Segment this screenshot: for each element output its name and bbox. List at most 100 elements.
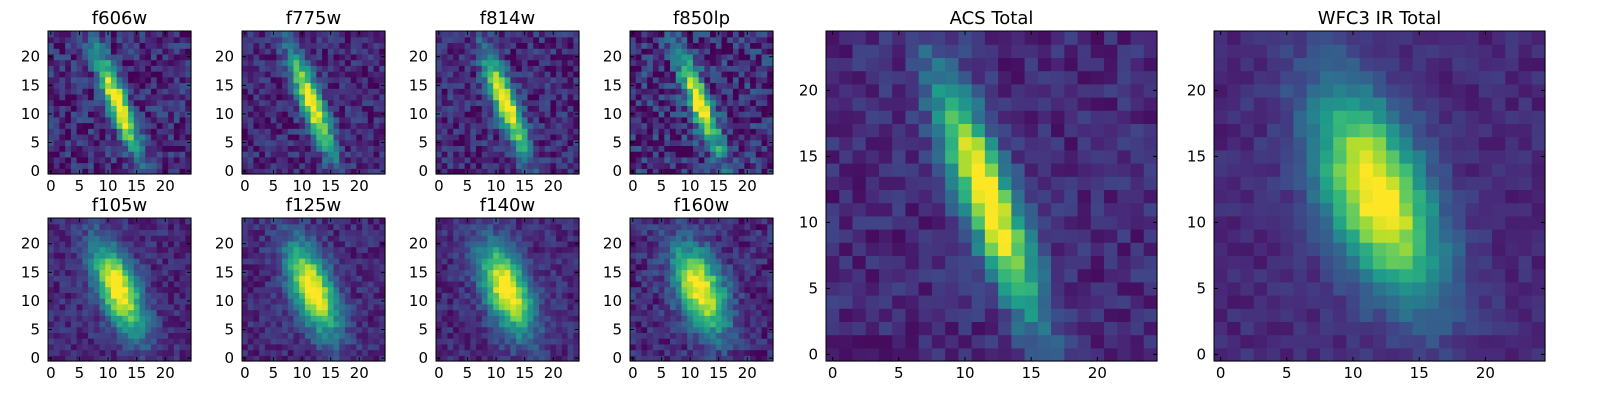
heatmap-cell bbox=[59, 292, 66, 299]
y-tick-label: 0 bbox=[612, 162, 622, 180]
heatmap-cell bbox=[242, 156, 249, 164]
heatmap-cell bbox=[453, 36, 460, 44]
heatmap-cell bbox=[561, 99, 569, 106]
heatmap-cell bbox=[681, 303, 688, 311]
heatmap-cell bbox=[436, 71, 443, 78]
heatmap-cell bbox=[521, 53, 529, 61]
heatmap-cell bbox=[367, 88, 375, 95]
heatmap-cell bbox=[276, 42, 283, 49]
heatmap-cell bbox=[367, 292, 375, 299]
heatmap-cell bbox=[59, 252, 66, 259]
heatmap-cell bbox=[447, 42, 454, 49]
heatmap-cell bbox=[470, 235, 477, 242]
heatmap-cell bbox=[282, 326, 289, 333]
heatmap-cell bbox=[316, 235, 323, 242]
heatmap-cell bbox=[675, 355, 683, 362]
heatmap-cell bbox=[567, 298, 574, 305]
heatmap-cell bbox=[253, 343, 260, 351]
heatmap-cell bbox=[173, 122, 181, 129]
heatmap-cell bbox=[544, 122, 551, 129]
heatmap-cell bbox=[761, 93, 768, 101]
heatmap-cell bbox=[670, 82, 677, 89]
heatmap-cell bbox=[282, 292, 289, 299]
heatmap-cell bbox=[333, 263, 340, 271]
heatmap-cell bbox=[635, 105, 643, 112]
heatmap-cell bbox=[681, 326, 688, 333]
heatmap-cell bbox=[76, 258, 83, 265]
heatmap-cell bbox=[128, 59, 135, 66]
heatmap-cell bbox=[253, 223, 260, 231]
heatmap-cell bbox=[670, 332, 677, 339]
heatmap-cell bbox=[99, 156, 106, 164]
heatmap-cell bbox=[99, 326, 106, 333]
heatmap-cell bbox=[441, 168, 449, 175]
heatmap-cell bbox=[173, 156, 181, 164]
heatmap-cell bbox=[70, 139, 78, 146]
heatmap-cell bbox=[567, 151, 574, 158]
heatmap-cell bbox=[664, 332, 671, 339]
heatmap-cell bbox=[710, 156, 717, 164]
heatmap-cell bbox=[327, 246, 335, 253]
heatmap-cell bbox=[70, 315, 78, 322]
heatmap-cell bbox=[70, 223, 78, 231]
heatmap-cell bbox=[259, 65, 266, 72]
heatmap-cell bbox=[367, 111, 375, 118]
heatmap-cell bbox=[282, 82, 289, 89]
heatmap-cell bbox=[304, 292, 312, 299]
axes-frame bbox=[629, 30, 774, 175]
heatmap-cell bbox=[59, 235, 66, 242]
heatmap-cell bbox=[521, 309, 529, 316]
heatmap-cell bbox=[373, 263, 380, 271]
heatmap-cell bbox=[521, 133, 529, 141]
heatmap-cell bbox=[128, 269, 135, 276]
heatmap-cell bbox=[316, 349, 323, 356]
heatmap-cell bbox=[310, 218, 317, 225]
heatmap-cell bbox=[150, 99, 158, 106]
heatmap-cell bbox=[493, 292, 500, 299]
heatmap-cell bbox=[727, 99, 734, 106]
heatmap-cell bbox=[356, 292, 363, 299]
heatmap-cell bbox=[698, 309, 705, 316]
heatmap-cell bbox=[59, 71, 66, 78]
heatmap-cell bbox=[567, 263, 574, 271]
heatmap-cell bbox=[367, 280, 375, 288]
heatmap-cell bbox=[436, 145, 443, 152]
heatmap-cell bbox=[362, 145, 369, 152]
heatmap-cell bbox=[744, 326, 751, 333]
heatmap-cell bbox=[48, 286, 55, 293]
heatmap-cell bbox=[304, 128, 312, 135]
heatmap-cell bbox=[652, 128, 660, 135]
heatmap-cell bbox=[664, 162, 671, 169]
heatmap-cell bbox=[481, 65, 489, 72]
heatmap-cell bbox=[464, 122, 471, 129]
heatmap-cell bbox=[242, 36, 249, 44]
heatmap-cell bbox=[658, 162, 665, 169]
heatmap-cell bbox=[481, 315, 489, 322]
heatmap-cell bbox=[150, 139, 158, 146]
heatmap-cell bbox=[270, 309, 277, 316]
heatmap-cell bbox=[65, 156, 72, 164]
heatmap-cell bbox=[247, 31, 255, 38]
heatmap-cell bbox=[53, 286, 61, 293]
heatmap-cell bbox=[139, 168, 146, 175]
heatmap-cell bbox=[339, 229, 346, 236]
heatmap-cell bbox=[339, 105, 346, 112]
heatmap-cell bbox=[635, 111, 643, 118]
heatmap-cell bbox=[441, 343, 449, 351]
heatmap-cell bbox=[470, 122, 477, 129]
heatmap-cell bbox=[704, 139, 711, 146]
heatmap-cell bbox=[356, 133, 363, 141]
heatmap-cell bbox=[139, 116, 146, 124]
heatmap-cell bbox=[635, 343, 643, 351]
heatmap-cell bbox=[88, 235, 95, 242]
heatmap-cell bbox=[270, 258, 277, 265]
heatmap-cell bbox=[150, 48, 158, 55]
heatmap-cell bbox=[675, 48, 683, 55]
heatmap-cell bbox=[573, 315, 580, 322]
heatmap-cell bbox=[732, 53, 740, 61]
heatmap-cell bbox=[367, 240, 375, 248]
heatmap-cell bbox=[436, 122, 443, 129]
heatmap-cell bbox=[88, 48, 95, 55]
heatmap-cell bbox=[470, 320, 477, 328]
heatmap-cell bbox=[441, 65, 449, 72]
